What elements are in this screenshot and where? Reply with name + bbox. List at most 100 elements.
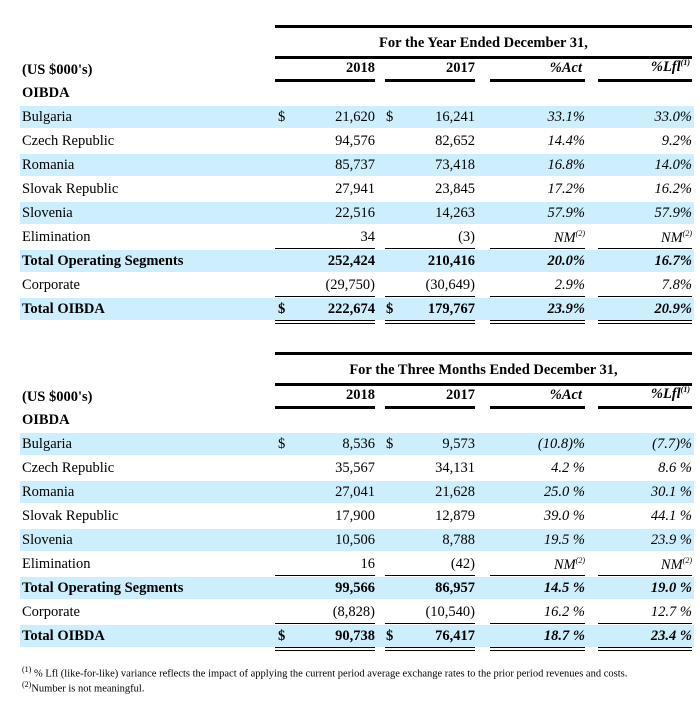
subtotal-rule — [275, 623, 375, 624]
currency-symbol: $ — [386, 628, 394, 644]
value-2017: 76,417 — [435, 628, 475, 644]
value-2017: 8,788 — [442, 532, 475, 548]
footnote-1: (1) % Lfl (like-for-like) variance refle… — [22, 665, 628, 680]
value-2018: 21,620 — [335, 109, 375, 125]
row-label: Czech Republic — [22, 460, 115, 476]
value-2018: 35,567 — [335, 460, 375, 476]
value-act: 14.4% — [547, 133, 585, 149]
col-header-lfl: %Lfl(1) — [650, 385, 690, 402]
value-lfl: 12.7 % — [650, 604, 692, 620]
table-row: Slovenia 22,516 14,263 57.9% 57.9% — [20, 202, 694, 224]
row-label: Total Operating Segments — [22, 253, 184, 269]
value-2017: 179,767 — [427, 301, 475, 317]
col-header-2017: 2017 — [446, 60, 475, 76]
units-label: (US $000's) — [22, 389, 93, 405]
rule — [490, 79, 585, 82]
value-2018: 16 — [360, 556, 376, 572]
total-double-rule — [275, 320, 375, 324]
rule — [275, 406, 375, 409]
currency-symbol: $ — [278, 628, 286, 644]
value-lfl: 44.1 % — [650, 508, 692, 524]
currency-symbol: $ — [386, 436, 394, 452]
value-lfl: 20.9% — [654, 301, 692, 317]
subtotal-rule — [385, 248, 475, 249]
col-header-2018: 2018 — [346, 387, 375, 403]
table-row: Bulgaria $ $21,620 16,241 33.1% 33.0% — [20, 106, 694, 128]
value-lfl: 9.2% — [661, 133, 692, 149]
rule — [490, 406, 585, 409]
currency-symbol: $ — [386, 301, 394, 317]
total-double-rule — [385, 647, 475, 651]
table-row: Total OIBDA $ $90,738 76,417 18.7 % 23.4 % — [20, 625, 694, 647]
total-double-rule — [275, 647, 375, 651]
table-row: Czech Republic 94,576 82,652 14.4% 9.2% — [20, 130, 694, 152]
units-label: (US $000's) — [22, 62, 93, 78]
row-label: Bulgaria — [22, 436, 72, 452]
value-2017: 210,416 — [427, 253, 475, 269]
row-label: Romania — [22, 157, 75, 173]
table-row: Romania 27,041 21,628 25.0 % 30.1 % — [20, 481, 694, 503]
value-2017: 73,418 — [435, 157, 475, 173]
total-double-rule — [490, 320, 585, 324]
value-2018: 27,041 — [335, 484, 375, 500]
subtotal-rule — [598, 248, 692, 249]
subtotal-rule — [385, 623, 475, 624]
value-2017: 21,628 — [435, 484, 475, 500]
section-label: OIBDA — [22, 412, 70, 428]
row-label: Corporate — [22, 604, 80, 620]
row-label: Total OIBDA — [22, 628, 105, 644]
rule — [598, 79, 692, 82]
row-label: Slovenia — [22, 205, 73, 221]
row-label: Corporate — [22, 277, 80, 293]
table-row: Slovenia 10,506 8,788 19.5 % 23.9 % — [20, 529, 694, 551]
rule — [275, 352, 692, 355]
footnote-2: (2)Number is not meaningful. — [22, 680, 145, 695]
value-2018: 252,424 — [327, 253, 375, 269]
value-act: 14.5 % — [543, 580, 585, 596]
value-lfl: 33.0% — [654, 109, 692, 125]
row-label: Slovak Republic — [22, 181, 119, 197]
table-row: Slovak Republic 17,900 12,879 39.0 % 44.1 % — [20, 505, 694, 527]
value-2018: (29,750) — [325, 277, 375, 293]
value-2017: 14,263 — [435, 205, 475, 221]
value-2017: (30,649) — [425, 277, 475, 293]
value-lfl: 8.6 % — [658, 460, 692, 476]
value-2017: 23,845 — [435, 181, 475, 197]
col-header-act: %Act — [549, 387, 582, 403]
rule — [385, 79, 475, 82]
value-act: NM(2) — [553, 556, 585, 573]
subtotal-rule — [598, 296, 692, 297]
table-row: Total OIBDA $ $222,674 179,767 23.9% 20.9% — [20, 298, 694, 320]
currency-symbol: $ — [278, 301, 286, 317]
total-double-rule — [598, 320, 692, 324]
rule — [275, 56, 692, 59]
row-label: Czech Republic — [22, 133, 115, 149]
subtotal-rule — [490, 575, 585, 576]
value-2017: 34,131 — [435, 460, 475, 476]
value-2017: (3) — [458, 229, 475, 245]
value-lfl: 23.4 % — [650, 628, 692, 644]
value-2018: 27,941 — [335, 181, 375, 197]
value-act: 23.9% — [547, 301, 585, 317]
table-row: Romania 85,737 73,418 16.8% 14.0% — [20, 154, 694, 176]
table-row: Corporate (29,750) (30,649) 2.9% 7.8% — [20, 274, 694, 296]
value-2017: (10,540) — [425, 604, 475, 620]
value-act: 4.2 % — [551, 460, 585, 476]
table-row: Corporate (8,828) (10,540) 16.2 % 12.7 % — [20, 601, 694, 623]
subtotal-rule — [598, 575, 692, 576]
table-row: Elimination 16 (42) NM(2) NM(2) — [20, 553, 694, 575]
rule — [275, 383, 692, 386]
col-header-2017: 2017 — [446, 387, 475, 403]
value-2018: 17,900 — [335, 508, 375, 524]
subtotal-rule — [490, 623, 585, 624]
table-row: Slovak Republic 27,941 23,845 17.2% 16.2% — [20, 178, 694, 200]
value-lfl: 19.0 % — [650, 580, 692, 596]
value-lfl: 16.2% — [654, 181, 692, 197]
currency-symbol: $ — [278, 436, 286, 452]
row-label: Total OIBDA — [22, 301, 105, 317]
value-lfl: NM(2) — [660, 229, 692, 246]
value-2017: 12,879 — [435, 508, 475, 524]
value-act: NM(2) — [553, 229, 585, 246]
rule — [275, 25, 692, 28]
col-header-lfl: %Lfl(1) — [650, 58, 690, 75]
